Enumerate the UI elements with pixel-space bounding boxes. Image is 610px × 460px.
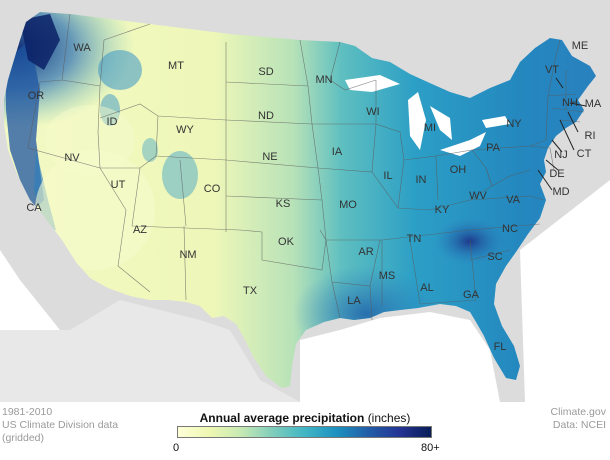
footer-left: 1981-2010 US Climate Division data (grid… <box>2 406 118 445</box>
footer-right: Climate.gov Data: NCEI <box>551 406 606 432</box>
state-label-mo: MO <box>339 199 357 211</box>
gulf-water <box>300 312 500 402</box>
state-label-wi: WI <box>366 106 380 118</box>
state-label-ms: MS <box>378 270 396 282</box>
state-label-nm: NM <box>179 249 197 261</box>
state-label-in: IN <box>415 174 427 186</box>
state-label-ma: MA <box>584 98 602 110</box>
source-line-2: (gridded) <box>2 432 45 444</box>
state-label-pa: PA <box>486 142 500 154</box>
state-label-nj: NJ <box>554 149 568 161</box>
state-label-fl: FL <box>493 341 507 353</box>
state-label-wy: WY <box>176 124 194 136</box>
state-label-tx: TX <box>242 285 258 297</box>
state-label-ne: NE <box>262 151 278 163</box>
precipitation-map <box>0 0 610 402</box>
state-label-ia: IA <box>331 146 343 158</box>
state-label-wa: WA <box>73 42 91 54</box>
state-label-ks: KS <box>275 198 291 210</box>
state-label-va: VA <box>506 194 520 206</box>
legend-title-unit: (inches) <box>367 411 411 425</box>
data-credit-text: Data: NCEI <box>552 419 606 431</box>
state-label-nv: NV <box>64 152 80 164</box>
state-label-nh: NH <box>562 97 578 109</box>
legend-color-bar <box>177 426 432 438</box>
state-label-il: IL <box>383 170 393 182</box>
state-label-ny: NY <box>506 118 522 130</box>
pacific-water <box>0 250 60 330</box>
credit-text: Climate.gov <box>550 406 606 418</box>
state-label-wv: WV <box>469 190 487 202</box>
state-label-ky: KY <box>434 204 450 216</box>
callout-lines <box>537 77 587 191</box>
state-label-oh: OH <box>449 164 467 176</box>
state-label-ga: GA <box>463 289 479 301</box>
state-label-ok: OK <box>278 236 294 248</box>
footer: 1981-2010 US Climate Division data (grid… <box>0 402 610 460</box>
state-label-id: ID <box>106 116 118 128</box>
state-label-md: MD <box>552 186 570 198</box>
state-label-me: ME <box>571 40 589 52</box>
atlantic-water <box>520 180 610 402</box>
state-label-ri: RI <box>584 130 596 142</box>
state-label-la: LA <box>347 295 361 307</box>
state-label-sd: SD <box>258 66 274 78</box>
period-text: 1981-2010 <box>2 406 53 418</box>
state-label-ca: CA <box>26 202 42 214</box>
state-label-co: CO <box>203 183 221 195</box>
state-label-mi: MI <box>423 122 437 134</box>
state-label-nd: ND <box>258 110 274 122</box>
state-label-vt: VT <box>544 64 560 76</box>
legend-title: Annual average precipitation (inches) <box>0 411 610 425</box>
legend-min-label: 0 <box>173 442 180 454</box>
legend-max-label: 80+ <box>421 442 440 454</box>
state-label-or: OR <box>27 90 45 102</box>
state-borders <box>27 13 585 321</box>
state-label-ar: AR <box>358 246 374 258</box>
state-label-de: DE <box>549 168 565 180</box>
state-label-tn: TN <box>406 233 422 245</box>
state-label-mn: MN <box>315 74 333 86</box>
source-line-1: US Climate Division data <box>2 419 119 431</box>
state-label-ut: UT <box>110 179 126 191</box>
state-label-mt: MT <box>168 60 184 72</box>
state-label-sc: SC <box>487 251 503 263</box>
state-label-az: AZ <box>132 224 148 236</box>
legend-title-main: Annual average precipitation <box>199 411 365 425</box>
state-label-ct: CT <box>576 148 592 160</box>
mexico-land <box>0 300 300 402</box>
state-label-nc: NC <box>502 223 518 235</box>
state-label-al: AL <box>420 282 434 294</box>
